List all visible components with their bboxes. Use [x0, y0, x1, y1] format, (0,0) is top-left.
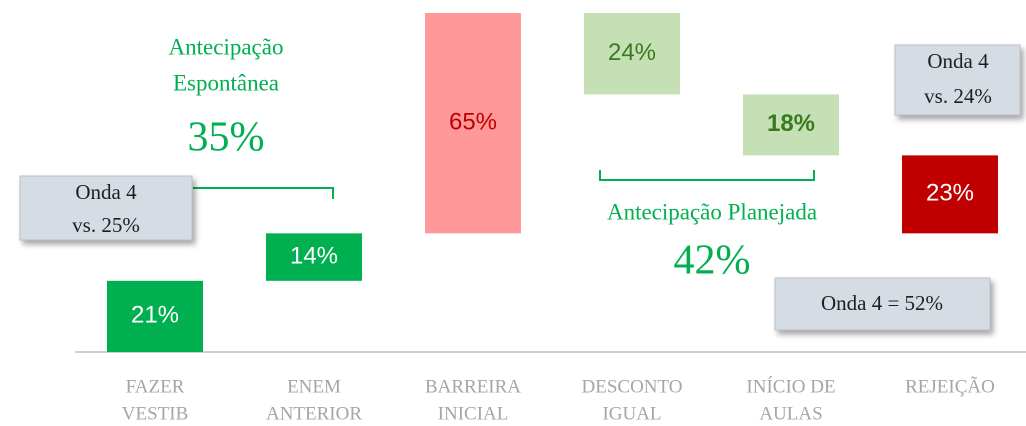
- bar: [266, 233, 362, 281]
- group-name: Antecipação: [169, 34, 284, 59]
- x-tick-label: ANTERIOR: [266, 403, 362, 424]
- x-tick-label: IGUAL: [602, 403, 661, 424]
- bar: [425, 13, 521, 234]
- bracket: [193, 187, 334, 199]
- data-label: 23%: [926, 180, 974, 207]
- callout-box: [774, 277, 991, 331]
- x-tick-label: AULAS: [759, 403, 822, 424]
- callout-text: Onda 4: [927, 49, 989, 73]
- data-label: 14%: [290, 242, 338, 269]
- x-tick-label: FAZER: [126, 376, 185, 397]
- callout-text: vs. 25%: [72, 213, 140, 237]
- data-label: 18%: [767, 110, 815, 137]
- group-value: 42%: [674, 238, 751, 284]
- callout-text: vs. 24%: [924, 84, 992, 108]
- callout-box: [19, 175, 193, 241]
- data-label: 21%: [131, 302, 179, 329]
- bar: [902, 155, 998, 234]
- callout-text: Onda 4: [75, 180, 137, 204]
- group-name: Espontânea: [173, 70, 279, 95]
- x-tick-label: DESCONTO: [582, 376, 683, 397]
- x-tick-label: INÍCIO DE: [746, 375, 835, 397]
- x-tick-label: ENEM: [287, 376, 341, 397]
- data-label: 24%: [608, 39, 656, 66]
- x-tick-label: VESTIB: [122, 403, 189, 424]
- data-label: 65%: [449, 109, 497, 136]
- callout-box: [894, 44, 1021, 116]
- group-value: 35%: [188, 115, 265, 161]
- bar: [743, 94, 839, 156]
- bracket: [599, 170, 815, 181]
- x-tick-label: INICIAL: [438, 403, 509, 424]
- callout-text: Onda 4 = 52%: [821, 291, 943, 315]
- bar: [584, 13, 680, 95]
- group-name: Antecipação Planejada: [607, 199, 817, 224]
- bar: [107, 280, 203, 352]
- x-tick-label: BARREIRA: [425, 376, 521, 397]
- x-tick-label: REJEIÇÃO: [905, 375, 995, 397]
